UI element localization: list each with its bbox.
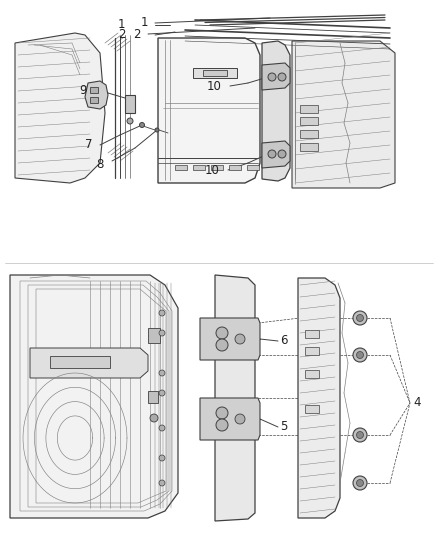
Text: 2: 2 xyxy=(134,28,141,41)
Circle shape xyxy=(159,455,165,461)
Bar xyxy=(305,370,319,378)
Circle shape xyxy=(353,428,367,442)
Polygon shape xyxy=(262,141,290,168)
Text: 1: 1 xyxy=(141,17,148,29)
Polygon shape xyxy=(215,275,255,521)
Bar xyxy=(300,143,318,151)
Polygon shape xyxy=(10,275,178,518)
Circle shape xyxy=(357,480,364,487)
Polygon shape xyxy=(292,41,395,188)
Bar xyxy=(125,95,135,113)
Text: 2: 2 xyxy=(118,28,126,42)
Bar xyxy=(148,391,158,403)
Text: 7: 7 xyxy=(85,139,92,151)
Polygon shape xyxy=(158,38,260,183)
Bar xyxy=(203,70,227,76)
Circle shape xyxy=(216,419,228,431)
Circle shape xyxy=(357,351,364,359)
Polygon shape xyxy=(200,398,260,440)
Text: 5: 5 xyxy=(280,421,287,433)
Bar xyxy=(175,165,187,170)
Bar xyxy=(50,356,110,368)
Circle shape xyxy=(353,476,367,490)
Bar xyxy=(193,68,237,78)
Circle shape xyxy=(150,414,158,422)
Circle shape xyxy=(159,390,165,396)
Bar xyxy=(90,97,98,103)
Bar xyxy=(211,165,223,170)
Circle shape xyxy=(216,327,228,339)
Polygon shape xyxy=(15,33,105,183)
Circle shape xyxy=(357,432,364,439)
Circle shape xyxy=(139,123,145,127)
Bar xyxy=(300,130,318,138)
Polygon shape xyxy=(85,81,108,109)
Polygon shape xyxy=(200,318,260,360)
Bar xyxy=(90,87,98,93)
Circle shape xyxy=(159,310,165,316)
Circle shape xyxy=(155,128,159,132)
Text: 9: 9 xyxy=(80,85,87,98)
Circle shape xyxy=(353,348,367,362)
Text: 1: 1 xyxy=(118,19,126,31)
Circle shape xyxy=(216,407,228,419)
Bar xyxy=(300,117,318,125)
Circle shape xyxy=(268,150,276,158)
Bar xyxy=(305,405,319,413)
Polygon shape xyxy=(298,278,340,518)
Text: 4: 4 xyxy=(413,397,420,409)
Circle shape xyxy=(235,334,245,344)
Bar xyxy=(247,165,259,170)
Bar xyxy=(148,328,160,343)
Polygon shape xyxy=(262,63,290,90)
Text: 6: 6 xyxy=(280,335,287,348)
Bar xyxy=(305,347,319,355)
Circle shape xyxy=(159,370,165,376)
Circle shape xyxy=(278,150,286,158)
Bar xyxy=(229,165,241,170)
Text: 10: 10 xyxy=(205,164,220,176)
Circle shape xyxy=(159,425,165,431)
Polygon shape xyxy=(262,41,290,181)
Polygon shape xyxy=(30,348,148,378)
Bar xyxy=(300,105,318,113)
Circle shape xyxy=(159,480,165,486)
Text: 10: 10 xyxy=(207,79,222,93)
Bar xyxy=(305,330,319,338)
Circle shape xyxy=(268,73,276,81)
Circle shape xyxy=(353,311,367,325)
Circle shape xyxy=(159,330,165,336)
Text: 8: 8 xyxy=(97,158,104,172)
Circle shape xyxy=(357,314,364,321)
Circle shape xyxy=(278,73,286,81)
Circle shape xyxy=(235,414,245,424)
Circle shape xyxy=(127,118,133,124)
Circle shape xyxy=(216,339,228,351)
Bar xyxy=(193,165,205,170)
